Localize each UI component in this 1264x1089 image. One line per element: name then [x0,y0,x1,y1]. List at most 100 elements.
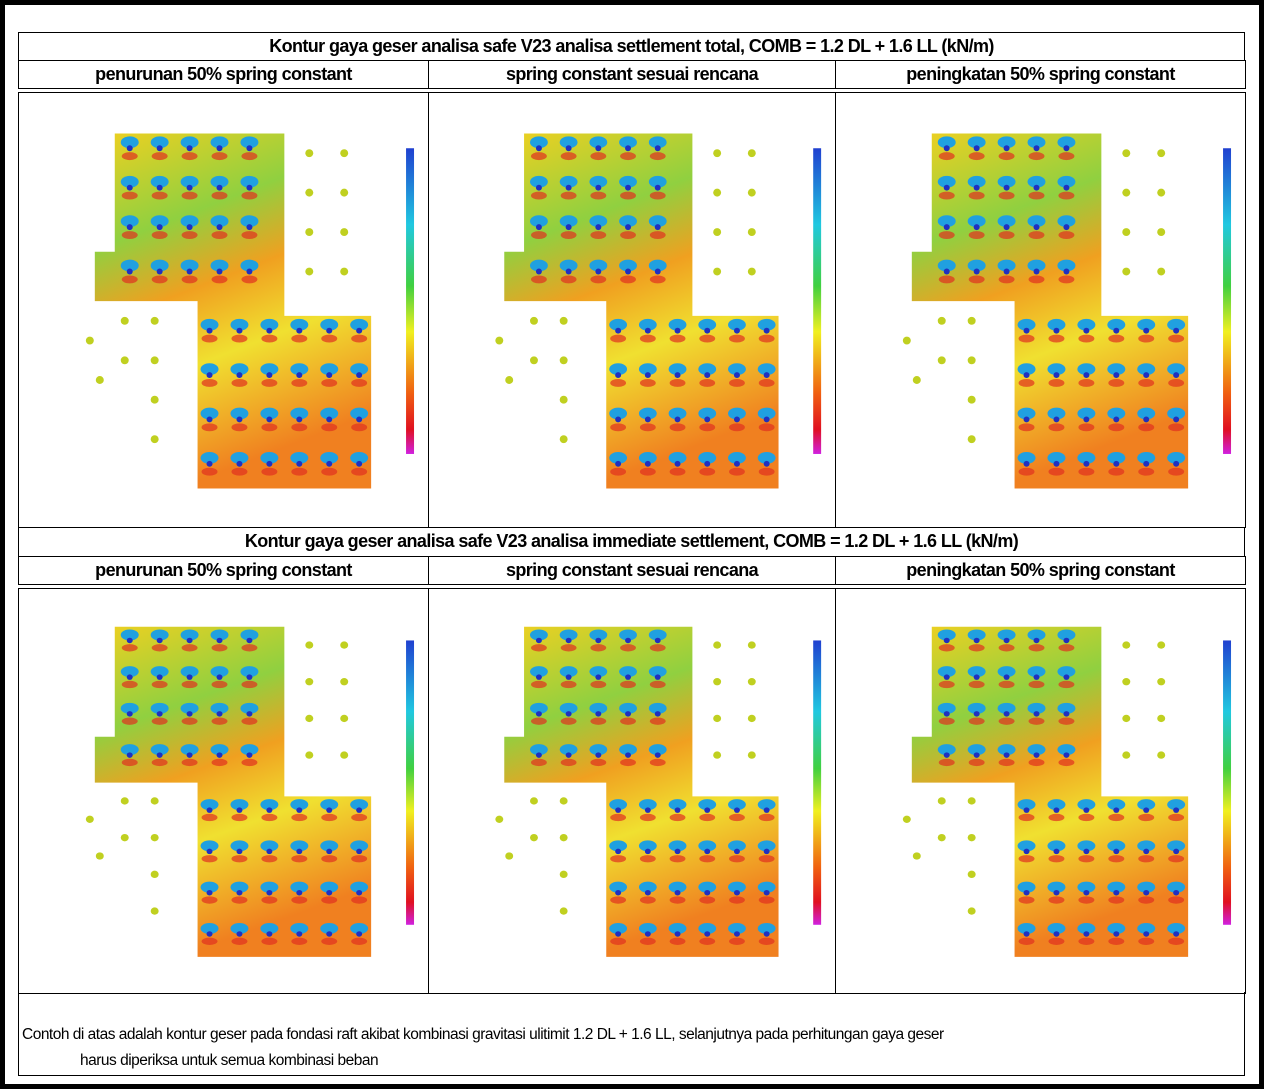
column-contour [1048,938,1064,945]
column-contour [670,379,686,387]
column [1004,674,1010,680]
pile-marker [1122,678,1130,685]
column-contour [321,855,337,862]
column-contour [1029,644,1045,651]
column [127,145,133,151]
column [615,328,621,334]
column-header: penurunan 50% spring constant [18,60,429,89]
column-contour [1168,423,1184,431]
column-contour [351,423,367,431]
pile-marker [530,317,538,325]
column [356,416,362,422]
column-contour [759,896,775,903]
section-title: Kontur gaya geser analisa safe V23 anali… [18,32,1245,61]
column-contour [241,681,257,688]
column-contour [231,896,247,903]
column [944,752,950,758]
column-contour [699,814,715,821]
column [655,752,661,758]
column-contour [1058,759,1074,766]
column [734,416,740,422]
column [764,328,770,334]
column-contour [561,759,577,766]
column-contour [699,468,715,476]
column [266,372,272,378]
column [615,890,621,896]
column-contour [699,335,715,343]
column-contour [321,335,337,343]
column [356,372,362,378]
column-contour [650,759,666,766]
raft-footprint [95,133,371,488]
section-title: Kontur gaya geser analisa safe V23 anali… [18,527,1245,557]
column-contour [291,814,307,821]
column [566,638,572,644]
column [1083,849,1089,855]
column [1173,416,1179,422]
column-contour [1078,468,1094,476]
column [236,807,242,813]
column-contour [1019,896,1035,903]
column-contour [291,938,307,945]
column [236,372,242,378]
column-contour [1078,423,1094,431]
column-contour [531,152,547,160]
column-contour [1138,855,1154,862]
pile-marker [151,435,159,443]
column-contour [729,423,745,431]
column [536,638,542,644]
column-contour [531,681,547,688]
column [675,890,681,896]
column [645,849,651,855]
column [246,752,252,758]
column [127,224,133,230]
column-contour [122,152,138,160]
column [645,328,651,334]
column [326,328,332,334]
pile-marker [340,268,348,276]
column [566,711,572,717]
column-contour [182,192,198,200]
column-contour [1029,275,1045,283]
column-contour [999,275,1015,283]
column-contour [670,423,686,431]
column-contour [1108,335,1124,343]
pile-marker [96,852,104,859]
column [704,416,710,422]
column [1063,145,1069,151]
column [1083,416,1089,422]
column-contour [152,231,168,239]
column [157,269,163,275]
column-contour [351,335,367,343]
column-contour [759,468,775,476]
column [566,224,572,230]
column [1143,931,1149,937]
column-contour [351,855,367,862]
pile-marker [938,356,946,364]
contour-plot [430,94,833,523]
column-contour [670,335,686,343]
column-contour [351,938,367,945]
column-contour [1029,231,1045,239]
column [645,372,651,378]
column [236,328,242,334]
pile-marker [86,816,94,823]
column [1173,849,1179,855]
column [944,674,950,680]
column [296,931,302,937]
pile-marker [560,871,568,878]
column [595,711,601,717]
column [1113,931,1119,937]
pile-marker [305,189,313,197]
column-contour [999,152,1015,160]
column-contour [261,896,277,903]
pile-marker [968,435,976,443]
pile-marker [913,852,921,859]
column [645,416,651,422]
column-contour [1078,938,1094,945]
pile-marker [938,797,946,804]
caption-line: Contoh di atas adalah kontur geser pada … [22,1026,944,1044]
column-header: peningkatan 50% spring constant [835,60,1246,89]
column [1083,461,1089,467]
pile-marker [713,149,721,157]
